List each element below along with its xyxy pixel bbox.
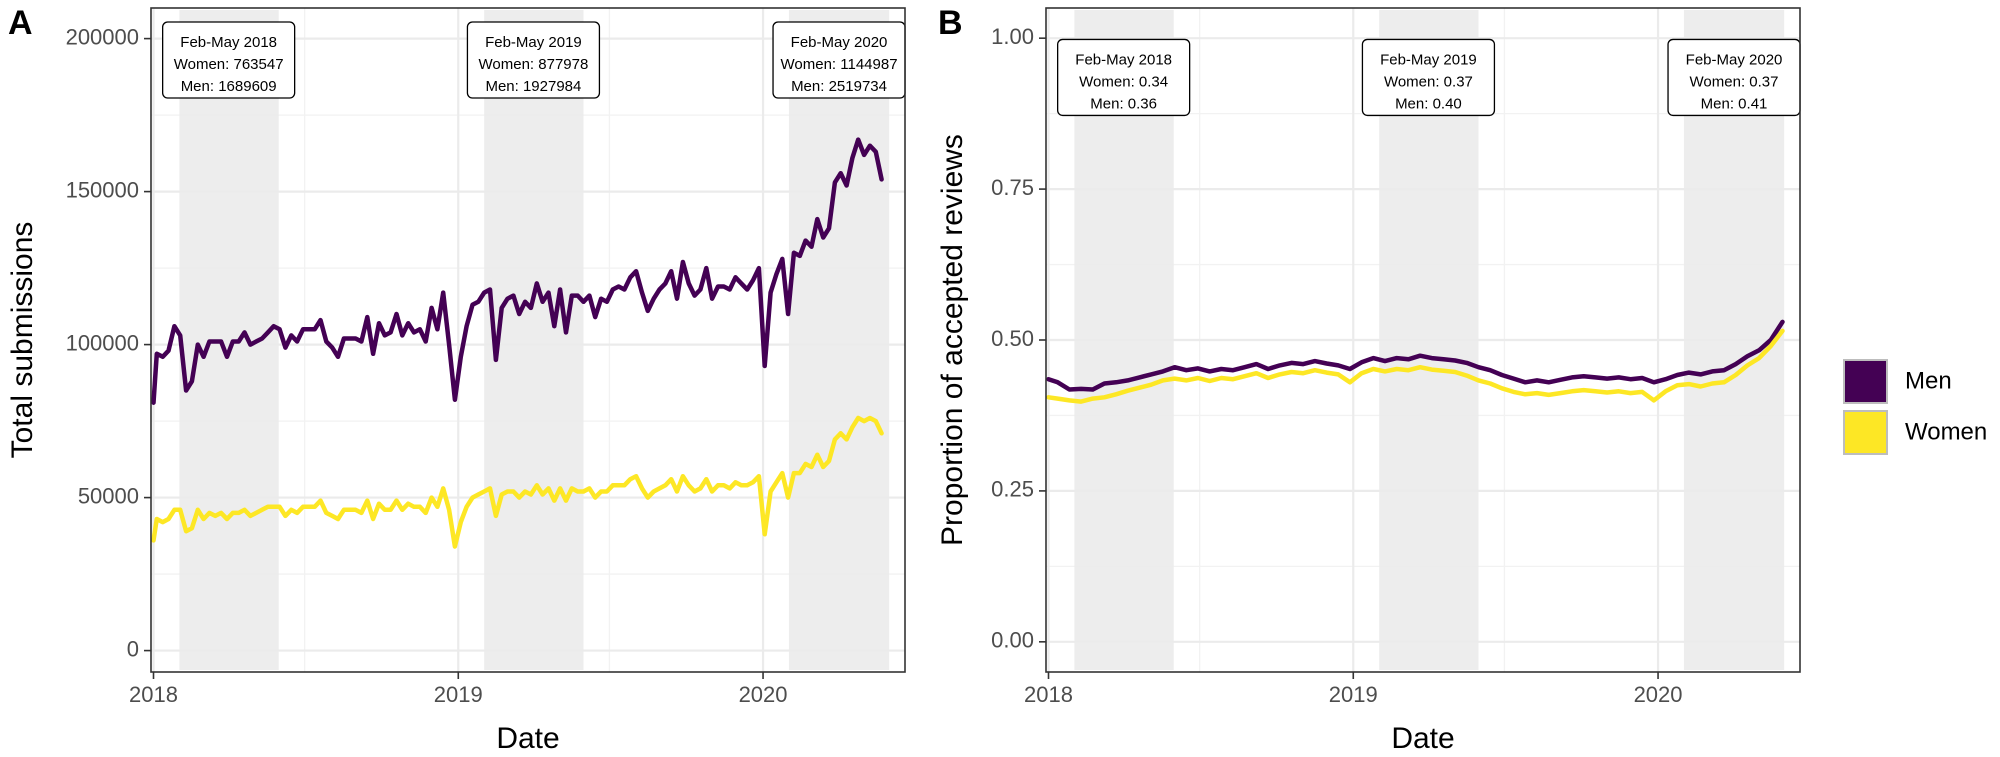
annotation-line: Feb-May 2020 xyxy=(1686,51,1783,68)
annotation-line: Women: 877978 xyxy=(479,56,589,73)
x-tick-label: 2019 xyxy=(1329,682,1378,707)
shaded-period xyxy=(788,10,890,670)
series-line-women xyxy=(1046,328,1785,404)
x-axis-title: Date xyxy=(496,722,559,755)
y-tick-label: 0 xyxy=(127,636,139,661)
x-tick-label: 2019 xyxy=(434,682,483,707)
x-tick-label: 2020 xyxy=(739,682,788,707)
x-axis-title: Date xyxy=(1391,722,1454,755)
series-line-women xyxy=(151,415,884,549)
annotation-label: Feb-May 2019 Women: 0.37 Men: 0.40 xyxy=(1361,38,1496,117)
annotation-label: Feb-May 2018 Women: 0.34 Men: 0.36 xyxy=(1057,38,1191,117)
y-tick-label: 0.25 xyxy=(991,477,1034,502)
annotation-line: Feb-May 2018 xyxy=(1075,51,1172,68)
annotation-box xyxy=(466,21,601,99)
y-tick-label: 0.75 xyxy=(991,175,1034,200)
annotation-label: Feb-May 2020 Women: 0.37 Men: 0.41 xyxy=(1667,38,1801,117)
x-tick-label: 2020 xyxy=(1634,682,1683,707)
shaded-period xyxy=(484,10,584,670)
series-line-men xyxy=(151,137,884,405)
panel-border xyxy=(150,7,906,673)
annotation-line: Men: 0.40 xyxy=(1395,95,1462,112)
panel-letter: B xyxy=(938,4,963,42)
annotation-box xyxy=(162,21,296,99)
annotation-box xyxy=(1361,38,1496,117)
y-axis-title: Proportion of accepted reviews xyxy=(936,134,969,546)
y-tick-label: 150000 xyxy=(66,177,139,202)
annotation-box xyxy=(1057,38,1191,117)
annotation-line: Women: 0.37 xyxy=(1384,73,1473,90)
series-line-men xyxy=(1046,319,1785,392)
x-tick-label: 2018 xyxy=(1024,682,1073,707)
y-tick-label: 0.00 xyxy=(991,628,1034,653)
shaded-period xyxy=(179,10,279,670)
annotation-line: Women: 1144987 xyxy=(781,56,898,73)
y-tick-label: 0.50 xyxy=(991,326,1034,351)
annotation-line: Men: 1927984 xyxy=(485,78,581,95)
y-tick-label: 1.00 xyxy=(991,24,1034,49)
legend-key-men xyxy=(1843,359,1888,404)
legend-key-women xyxy=(1843,410,1888,455)
annotation-line: Feb-May 2020 xyxy=(791,34,888,51)
y-axis-title: Total submissions xyxy=(6,222,39,459)
legend: Men Women xyxy=(1843,359,1987,455)
annotation-line: Feb-May 2018 xyxy=(180,34,277,51)
y-tick-label: 100000 xyxy=(66,330,139,355)
panel-letter: A xyxy=(8,4,33,42)
annotation-label: Feb-May 2020 Women: 1144987 Men: 2519734 xyxy=(772,21,906,99)
y-tick-label: 200000 xyxy=(66,24,139,49)
annotation-line: Men: 2519734 xyxy=(791,78,887,95)
annotation-label: Feb-May 2018 Women: 763547 Men: 1689609 xyxy=(162,21,296,99)
annotation-line: Men: 0.41 xyxy=(1701,95,1768,112)
annotation-line: Women: 763547 xyxy=(174,56,284,73)
x-tick-label: 2018 xyxy=(129,682,178,707)
shaded-period xyxy=(1074,10,1174,670)
annotation-line: Feb-May 2019 xyxy=(1380,51,1477,68)
shaded-period xyxy=(1379,10,1479,670)
annotation-line: Men: 1689609 xyxy=(181,78,277,95)
annotation-line: Women: 0.37 xyxy=(1690,73,1779,90)
y-tick-label: 50000 xyxy=(78,483,139,508)
annotation-line: Women: 0.34 xyxy=(1079,73,1168,90)
legend-label-men: Men xyxy=(1905,367,1952,394)
annotation-line: Feb-May 2019 xyxy=(485,34,582,51)
annotation-line: Men: 0.36 xyxy=(1090,95,1157,112)
legend-label-women: Women xyxy=(1905,418,1987,445)
annotation-label: Feb-May 2019 Women: 877978 Men: 1927984 xyxy=(466,21,601,99)
